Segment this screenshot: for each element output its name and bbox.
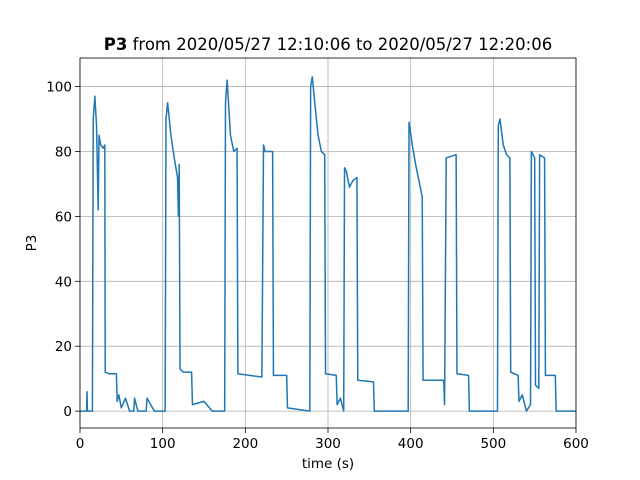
x-tick-label: 600 xyxy=(563,436,589,452)
x-axis-label: time (s) xyxy=(302,456,354,472)
x-tick-label: 0 xyxy=(76,436,85,452)
y-tick-label: 0 xyxy=(63,404,72,420)
title-bold: P3 xyxy=(104,35,128,54)
y-tick-label: 100 xyxy=(46,80,72,96)
x-tick-label: 200 xyxy=(232,436,258,452)
y-tick-label: 80 xyxy=(55,144,72,160)
x-tick-label: 500 xyxy=(480,436,506,452)
y-tick-label: 20 xyxy=(55,339,72,355)
x-tick-label: 400 xyxy=(398,436,424,452)
title-text: from 2020/05/27 12:10:06 to 2020/05/27 1… xyxy=(133,35,553,54)
x-tick-label: 300 xyxy=(315,436,341,452)
y-axis-label: P3 xyxy=(24,235,40,252)
chart-title: P3 from 2020/05/27 12:10:06 to 2020/05/2… xyxy=(104,35,552,54)
y-tick-label: 40 xyxy=(55,274,72,290)
y-tick-label: 60 xyxy=(55,209,72,225)
x-tick-label: 100 xyxy=(150,436,176,452)
data-line xyxy=(80,76,576,412)
plot-frame xyxy=(79,57,577,429)
